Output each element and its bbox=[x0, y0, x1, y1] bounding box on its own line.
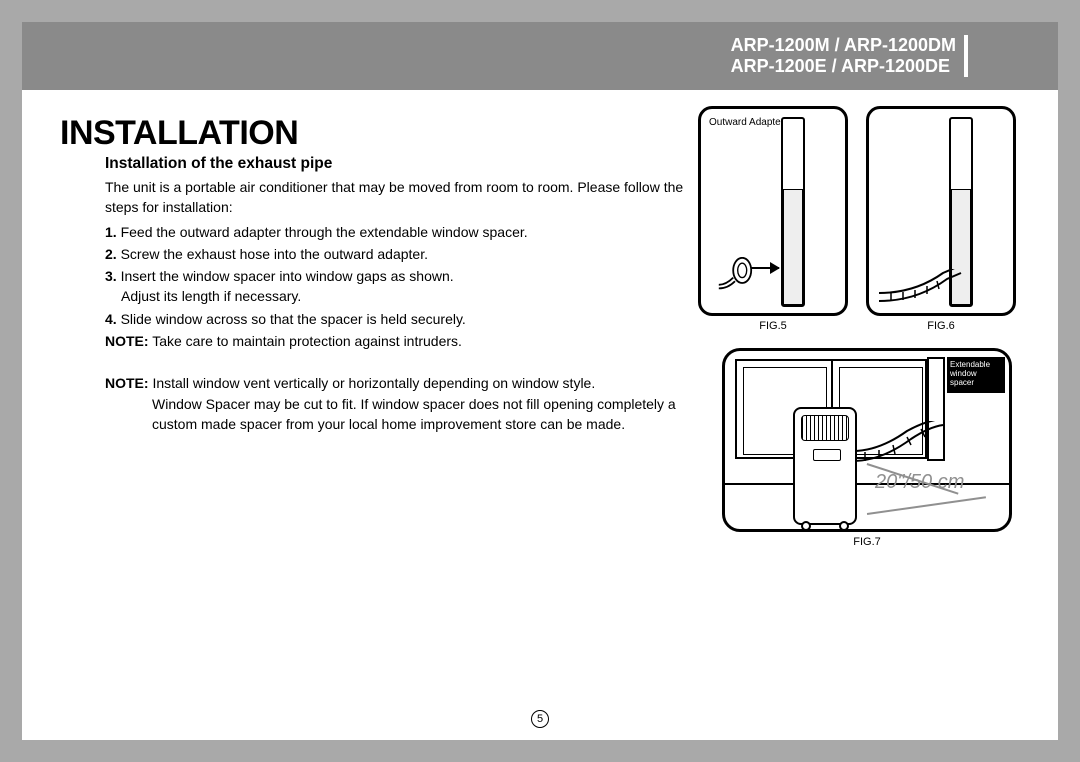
wheel-icon bbox=[801, 521, 811, 531]
model-line-1: ARP-1200M / ARP-1200DM bbox=[731, 35, 956, 56]
step-text: Slide window across so that the spacer i… bbox=[121, 311, 466, 327]
step-num: 2. bbox=[105, 246, 117, 262]
figure-row-1: Outward Adapter FIG.5 bbox=[698, 106, 1028, 332]
step-text: Screw the exhaust hose into the outward … bbox=[121, 246, 428, 262]
fig5-panel-inner bbox=[783, 189, 803, 305]
step-text-cont: Adjust its length if necessary. bbox=[121, 286, 700, 306]
spacer-tag: Extendable window spacer bbox=[947, 357, 1005, 393]
ac-vent-icon bbox=[801, 415, 849, 441]
ac-control-icon bbox=[813, 449, 841, 461]
ac-unit-icon bbox=[793, 407, 857, 525]
header-bar: ARP-1200M / ARP-1200DM ARP-1200E / ARP-1… bbox=[22, 22, 1058, 90]
figure-5-label: FIG.5 bbox=[698, 320, 848, 332]
manual-page: ARP-1200M / ARP-1200DM ARP-1200E / ARP-1… bbox=[22, 22, 1058, 740]
note-2: NOTE: Install window vent vertically or … bbox=[105, 373, 700, 434]
step-num: 4. bbox=[105, 311, 117, 327]
page-number: 5 bbox=[531, 710, 549, 728]
note-text: Take care to maintain protection against… bbox=[149, 333, 462, 349]
figure-7: Extendable window spacer bbox=[722, 348, 1012, 532]
figures-area: Outward Adapter FIG.5 bbox=[698, 106, 1028, 548]
floor-line bbox=[725, 483, 1009, 485]
figure-5: Outward Adapter bbox=[698, 106, 848, 316]
note2-body: Window Spacer may be cut to fit. If wind… bbox=[152, 394, 700, 435]
model-numbers: ARP-1200M / ARP-1200DM ARP-1200E / ARP-1… bbox=[731, 35, 968, 76]
distance-line bbox=[867, 496, 986, 514]
note-label: NOTE: bbox=[105, 333, 149, 349]
step-3: 3. Insert the window spacer into window … bbox=[105, 266, 700, 307]
step-text: Insert the window spacer into window gap… bbox=[121, 268, 454, 284]
figure-6-wrap: FIG.6 bbox=[866, 106, 1016, 332]
intro-text: The unit is a portable air conditioner t… bbox=[105, 177, 700, 218]
note-label: NOTE: bbox=[105, 375, 149, 391]
wheel-icon bbox=[839, 521, 849, 531]
fig5-caption: Outward Adapter bbox=[709, 117, 784, 128]
note-1: NOTE: Take care to maintain protection a… bbox=[105, 331, 700, 351]
figure-7-label: FIG.7 bbox=[722, 536, 1012, 548]
step-2: 2. Screw the exhaust hose into the outwa… bbox=[105, 244, 700, 264]
note2-line1: Install window vent vertically or horizo… bbox=[149, 375, 596, 391]
step-1: 1. Feed the outward adapter through the … bbox=[105, 222, 700, 242]
figure-7-wrap: Extendable window spacer bbox=[722, 348, 1012, 548]
figure-6 bbox=[866, 106, 1016, 316]
step-num: 3. bbox=[105, 268, 117, 284]
arrow-icon bbox=[751, 267, 779, 269]
step-num: 1. bbox=[105, 224, 117, 240]
figure-5-wrap: Outward Adapter FIG.5 bbox=[698, 106, 848, 332]
hose-icon bbox=[877, 269, 967, 305]
page-number-value: 5 bbox=[537, 713, 543, 725]
step-4: 4. Slide window across so that the space… bbox=[105, 309, 700, 329]
model-line-2: ARP-1200E / ARP-1200DE bbox=[731, 56, 956, 77]
adapter-icon bbox=[717, 257, 753, 291]
hose-icon bbox=[851, 421, 947, 471]
step-text: Feed the outward adapter through the ext… bbox=[121, 224, 528, 240]
text-column: The unit is a portable air conditioner t… bbox=[105, 177, 700, 434]
figure-6-label: FIG.6 bbox=[866, 320, 1016, 332]
distance-label: 20"/50 cm bbox=[875, 471, 964, 494]
content-area: INSTALLATION Installation of the exhaust… bbox=[60, 114, 1020, 434]
